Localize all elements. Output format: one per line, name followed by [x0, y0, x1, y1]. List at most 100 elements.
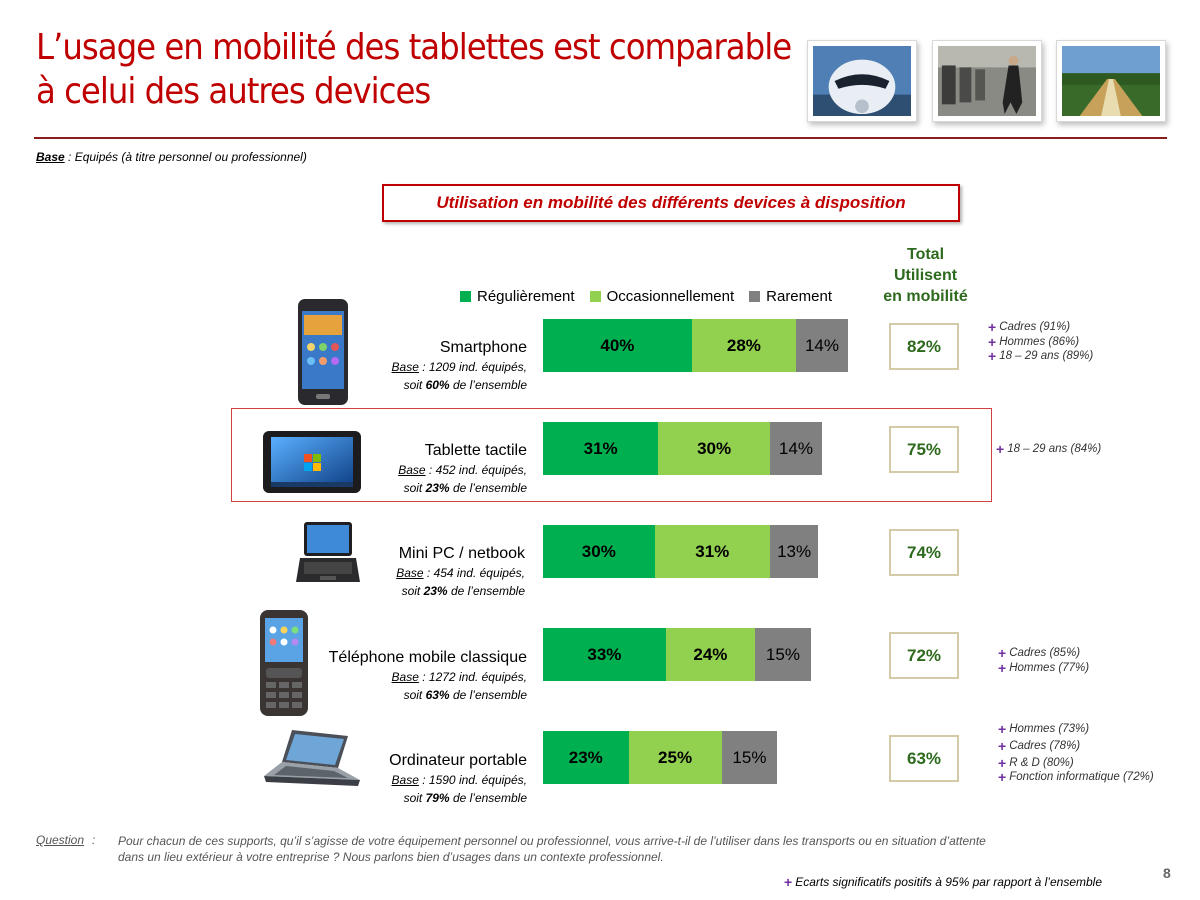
legend-item-occasionnellement: Occasionnellement: [589, 288, 734, 305]
total-value: 63%: [906, 748, 942, 768]
plus-icon: +: [998, 645, 1007, 661]
device-base: Base : 1272 ind. équipés,: [267, 668, 527, 686]
bar-value-label: 23%: [568, 747, 603, 767]
total-box-smartphone: 82%: [889, 323, 959, 370]
device-share-prefix: soit: [403, 688, 426, 702]
device-share-prefix: soit: [403, 791, 426, 805]
bar-segment-rarement: 14%: [795, 319, 849, 372]
significant-item: + Cadres (78%): [998, 738, 1154, 755]
bar-value-label: 15%: [732, 747, 767, 767]
bar-segment-rarement: 13%: [769, 525, 819, 578]
device-name: Téléphone mobile classique: [328, 649, 527, 666]
device-base-label: Base: [398, 463, 426, 477]
device-share-value: 79%: [425, 791, 450, 805]
total-box-laptop: 63%: [889, 735, 959, 782]
legend-swatch: [589, 291, 601, 302]
device-share: soit 23% de l’ensemble: [267, 479, 527, 497]
page-number: 8: [1163, 865, 1171, 881]
device-label-smartphone: Smartphone Base : 1209 ind. équipés, soi…: [267, 338, 527, 394]
plus-icon: +: [998, 659, 1007, 676]
station-photo: [932, 40, 1042, 122]
tablet-highlight-frame: [231, 408, 992, 502]
base-note-label: Base: [36, 150, 65, 164]
device-base-text: : 1590 ind. équipés,: [418, 773, 527, 787]
device-share-value: 60%: [425, 378, 450, 392]
bar-segment-occasionnellement: 25%: [628, 731, 722, 784]
device-base: Base : 454 ind. équipés,: [265, 564, 525, 582]
plus-icon: +: [998, 769, 1007, 785]
device-name: Mini PC / netbook: [398, 545, 525, 562]
bar-value-label: 30%: [581, 541, 616, 561]
bar-value-label: 24%: [693, 644, 728, 664]
significant-label: Fonction informatique (72%): [1009, 771, 1154, 783]
bar-segment-regulierement: 40%: [543, 319, 692, 372]
bar-value-label: 15%: [765, 644, 800, 664]
significant-label: R & D (80%): [1009, 757, 1074, 769]
significant-item: + R & D (80%): [998, 755, 1154, 772]
chart-legend: Régulièrement Occasionnellement Rarement: [460, 288, 832, 305]
device-share-suffix: de l’ensemble: [449, 791, 527, 805]
total-value: 72%: [906, 645, 942, 665]
question-text: Pour chacun de ces supports, qu’il s’agi…: [118, 834, 986, 864]
device-share-prefix: soit: [403, 481, 426, 495]
significant-label: Cadres (85%): [1009, 647, 1081, 659]
question-colon: :: [92, 833, 96, 847]
significant-item: +18 – 29 ans (89%): [988, 349, 1093, 364]
bar-value-label: 13%: [777, 541, 812, 561]
device-label-tablet: Tablette tactile Base : 452 ind. équipés…: [267, 441, 527, 497]
significant-label: Hommes (77%): [1009, 661, 1090, 674]
significant-label: Hommes (73%): [1009, 723, 1090, 735]
device-base-label: Base: [391, 773, 419, 787]
total-header-line2: Utilisent: [893, 267, 958, 284]
bar-value-label: 40%: [600, 335, 635, 355]
device-name: Smartphone: [439, 339, 527, 356]
total-value: 82%: [906, 336, 942, 356]
device-share-suffix: de l’ensemble: [449, 688, 527, 702]
significant-item: + Fonction informatique (72%): [998, 769, 1154, 786]
plus-icon: +: [998, 738, 1007, 754]
plus-icon: +: [988, 348, 997, 364]
mobile-phone-icon: [258, 608, 310, 718]
device-share-prefix: soit: [403, 378, 426, 392]
bar-segment-occasionnellement: 24%: [665, 628, 756, 681]
smartphone-icon: [296, 297, 350, 407]
device-base: Base : 1209 ind. équipés,: [267, 358, 527, 376]
significant-item: + Cadres (91%): [988, 320, 1093, 335]
device-share-suffix: de l’ensemble: [449, 378, 527, 392]
bar-segment-rarement: 15%: [721, 731, 778, 784]
footnote-text: Ecarts significatifs positifs à 95% par …: [795, 875, 1102, 889]
device-label-mobile-phone: Téléphone mobile classique Base : 1272 i…: [267, 648, 527, 704]
significant-label: Hommes (86%): [999, 335, 1080, 348]
legend-swatch: [460, 291, 471, 302]
significant-list-mobile-phone: + Cadres (85%) + Hommes (77%): [998, 646, 1089, 675]
device-share: soit 63% de l’ensemble: [267, 686, 527, 704]
total-box-mobile-phone: 72%: [889, 632, 959, 679]
bar-segment-regulierement: 33%: [543, 628, 666, 681]
device-share-value: 63%: [425, 688, 450, 702]
page-title: L’usage en mobilité des tablettes est co…: [36, 26, 796, 114]
title-divider: [34, 137, 1167, 139]
device-label-laptop: Ordinateur portable Base : 1590 ind. équ…: [267, 751, 527, 807]
device-base: Base : 1590 ind. équipés,: [267, 771, 527, 789]
plus-icon: +: [988, 333, 997, 350]
significant-list-tablet: +18 – 29 ans (84%): [996, 442, 1101, 457]
chart-title: Utilisation en mobilité des différents d…: [382, 184, 960, 222]
footnote: + Ecarts significatifs positifs à 95% pa…: [784, 874, 1102, 890]
significant-item: + Hommes (73%): [998, 721, 1154, 738]
device-base-text: : 454 ind. équipés,: [423, 566, 525, 580]
page-title-line1: L’usage en mobilité des tablettes est co…: [36, 27, 792, 68]
device-share-suffix: de l’ensemble: [449, 481, 527, 495]
plus-icon: +: [988, 319, 997, 335]
device-share: soit 60% de l’ensemble: [267, 376, 527, 394]
significant-item: + Cadres (85%): [998, 646, 1089, 661]
device-share: soit 79% de l’ensemble: [267, 789, 527, 807]
significant-item: + Hommes (86%): [988, 333, 1093, 350]
device-share-value: 23%: [425, 481, 450, 495]
bar-segment-occasionnellement: 28%: [691, 319, 796, 372]
bar-segment-occasionnellement: 31%: [654, 525, 770, 578]
laptop-icon: [262, 728, 362, 790]
device-base: Base : 452 ind. équipés,: [267, 461, 527, 479]
device-base-text: : 1272 ind. équipés,: [418, 670, 527, 684]
base-note-text: : Equipés (à titre personnel ou professi…: [64, 150, 307, 164]
plus-icon: +: [784, 874, 793, 890]
